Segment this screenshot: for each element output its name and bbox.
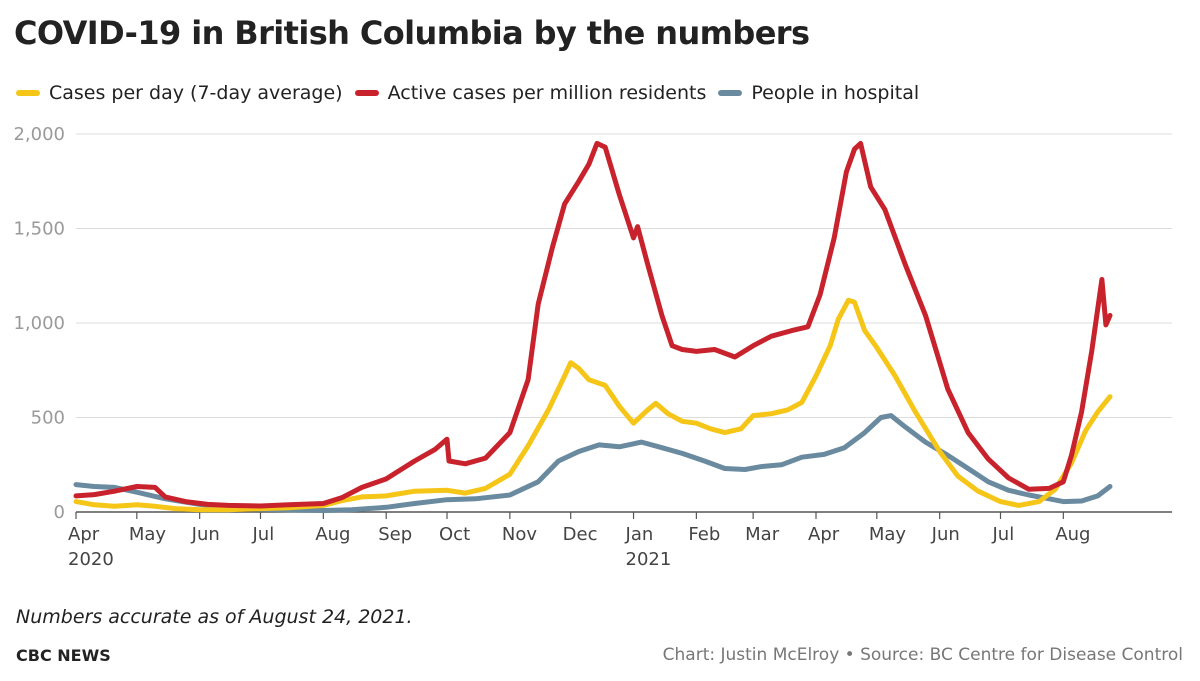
legend-item-cases: Cases per day (7-day average): [16, 82, 343, 104]
y-tick-label: 2,000: [13, 124, 65, 145]
legend-swatch-cases: [16, 90, 40, 96]
y-tick-label: 500: [31, 408, 65, 429]
x-tick-label: Apr: [68, 524, 100, 545]
x-tick-label: Dec: [563, 524, 598, 545]
x-tick-label: May: [129, 524, 167, 545]
x-tick-label: Apr: [808, 524, 840, 545]
accuracy-note: Numbers accurate as of August 24, 2021.: [16, 606, 413, 628]
y-tick-label: 1,500: [13, 219, 65, 240]
y-tick-label: 1,000: [13, 313, 65, 334]
legend-swatch-hospital: [718, 90, 743, 96]
legend-label-cases: Cases per day (7-day average): [49, 82, 343, 104]
legend-item-active: Active cases per million residents: [354, 82, 707, 104]
x-tick-label: Feb: [688, 524, 720, 545]
legend-item-hospital: People in hospital: [718, 82, 919, 104]
series-line-active-cases: [73, 140, 1113, 509]
legend-label-hospital: People in hospital: [751, 82, 920, 104]
brand-label: CBC NEWS: [16, 646, 111, 665]
series-line-hospital: [73, 413, 1113, 513]
x-tick-label: Jun: [931, 524, 960, 545]
x-tick-label: Jan: [625, 524, 654, 545]
x-tick-label: Jul: [991, 524, 1014, 545]
x-tick-label: Aug: [315, 524, 350, 545]
x-tick-year-label: 2021: [626, 549, 672, 570]
x-tick-label: May: [869, 524, 907, 545]
x-tick-label: Jun: [191, 524, 220, 545]
source-credit: Chart: Justin McElroy • Source: BC Centr…: [662, 645, 1183, 665]
x-tick-label: Aug: [1055, 524, 1090, 545]
x-tick-label: Mar: [745, 524, 780, 545]
legend-label-active: Active cases per million residents: [387, 82, 707, 104]
x-tick-label: Jul: [251, 524, 274, 545]
chart-title: COVID-19 in British Columbia by the numb…: [14, 14, 810, 52]
x-tick-label: Nov: [502, 524, 537, 545]
y-tick-label: 0: [54, 502, 65, 523]
chart-legend: Cases per day (7-day average) Active cas…: [16, 82, 931, 104]
x-tick-year-label: 2020: [68, 549, 114, 570]
legend-swatch-active: [354, 90, 379, 96]
x-tick-label: Sep: [378, 524, 412, 545]
x-tick-label: Oct: [439, 524, 470, 545]
